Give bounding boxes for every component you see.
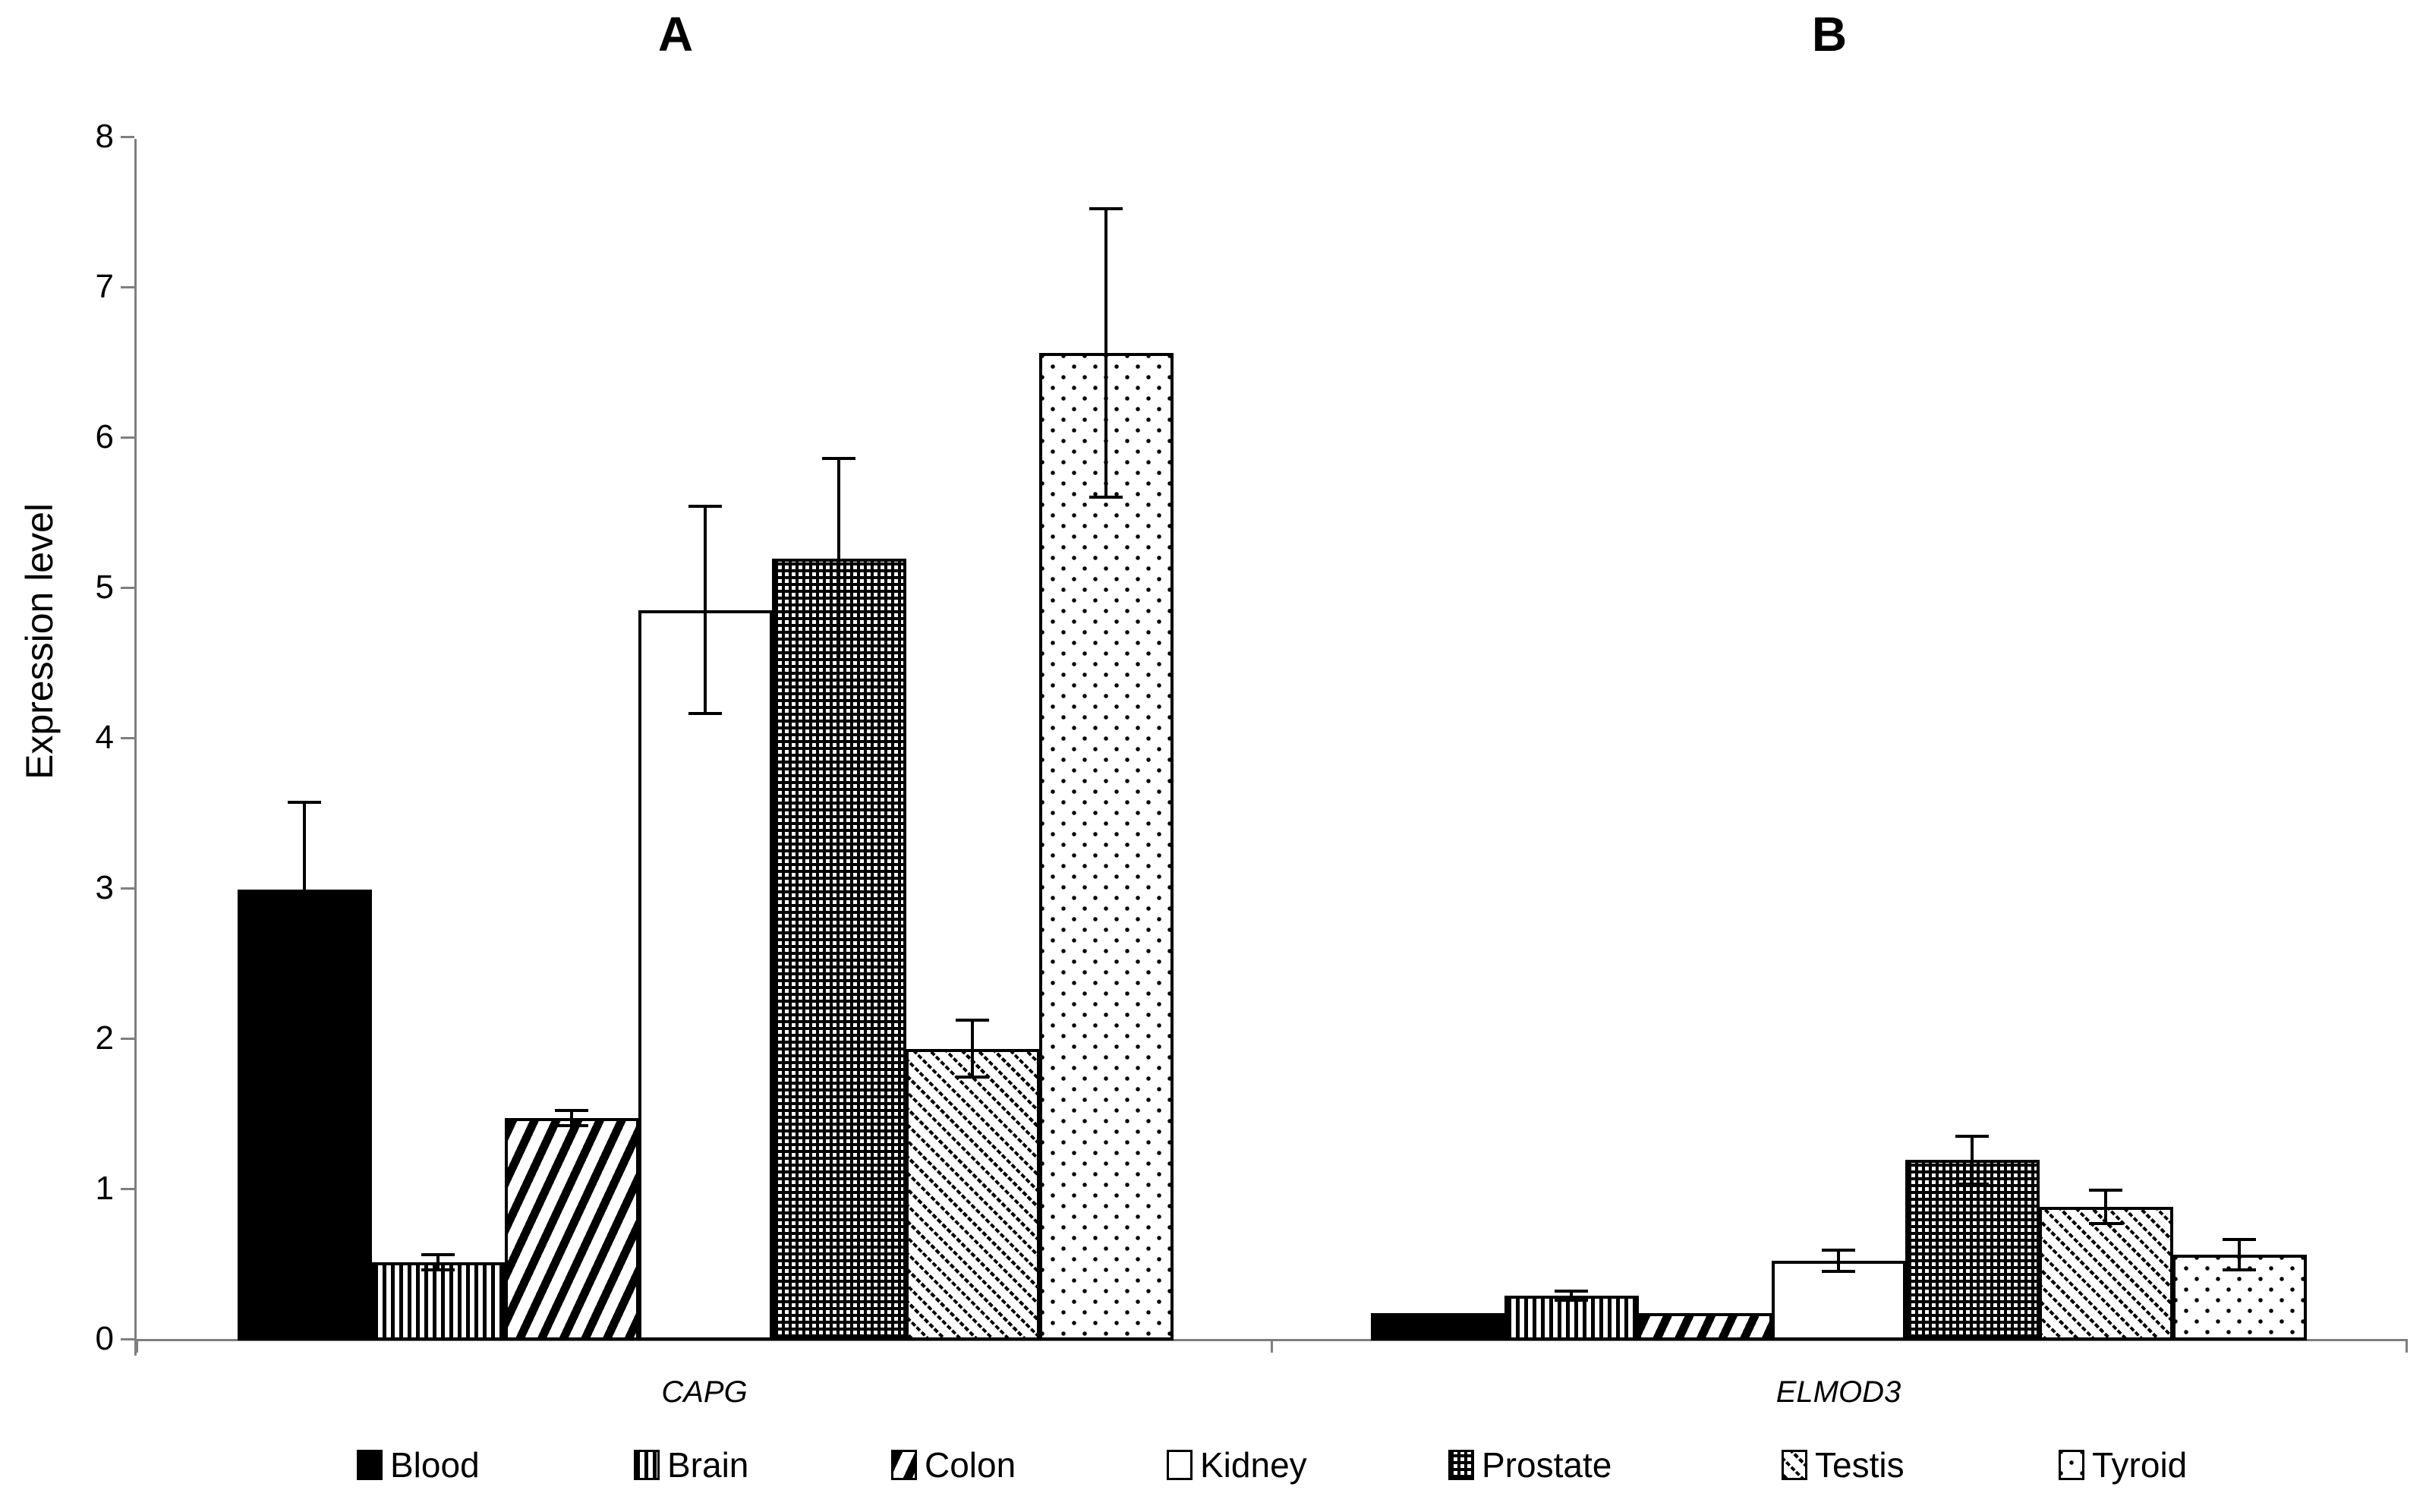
errorbar-tyroid-elmod3-cap-bottom [2223,1268,2256,1271]
errorbar-tyroid-capg [1104,209,1107,498]
legend-label: Testis [1815,1445,1905,1485]
bar-colon-capg [505,1117,639,1340]
legend-label: Brain [667,1445,749,1485]
errorbar-kidney-capg-cap-top [688,505,722,509]
errorbar-tyroid-elmod3 [2238,1240,2241,1270]
bar-colon-elmod3 [1638,1313,1772,1340]
errorbar-testis-capg-cap-top [956,1019,989,1022]
x-axis-line [134,1339,2406,1341]
legend-item-colon: Colon [891,1447,1016,1483]
errorbar-testis-elmod3-cap-bottom [2089,1221,2122,1225]
errorbar-tyroid-capg-cap-bottom [1089,496,1123,499]
bar-prostate-elmod3 [1905,1160,2040,1340]
x-tick [1271,1339,1273,1353]
y-tick-label: 0 [95,1320,114,1357]
y-tick-label: 6 [95,418,114,455]
bar-blood-elmod3 [1371,1313,1505,1340]
legend-item-prostate: Prostate [1448,1447,1612,1483]
dots-sparse-swatch-icon [2059,1450,2084,1480]
y-tick-label: 7 [95,268,114,305]
y-tick-label: 5 [95,569,114,606]
y-axis-title: Expression level [18,502,61,780]
panel-b-title: B [1811,7,1848,61]
y-tick [121,436,134,439]
y-tick-label: 3 [95,869,114,906]
errorbar-prostate-elmod3 [1971,1136,1974,1185]
errorbar-prostate-capg-cap-bottom [822,658,855,662]
legend-label: Kidney [1200,1445,1307,1485]
errorbar-kidney-capg [704,506,707,714]
errorbar-kidney-elmod3-cap-bottom [1822,1269,1855,1273]
errorbar-tyroid-elmod3-cap-top [2223,1238,2256,1242]
y-tick-label: 1 [95,1170,114,1207]
errorbar-brain-elmod3-cap-top [1555,1289,1588,1293]
x-tick [136,1339,138,1353]
legend-label: Blood [390,1445,480,1485]
x-tick [2406,1339,2408,1353]
errorbar-blood-capg [303,802,306,977]
errorbar-testis-elmod3 [2104,1189,2107,1224]
y-tick-label: 8 [95,118,114,155]
errorbar-brain-capg-cap-top [421,1253,455,1257]
errorbar-prostate-elmod3-cap-bottom [1955,1183,1989,1186]
errorbar-brain-elmod3-cap-bottom [1555,1298,1588,1302]
bar-prostate-capg [772,559,906,1340]
y-tick [121,1188,134,1190]
vertical-stripes-swatch-icon [634,1450,660,1480]
diagonal-back-dotted-swatch-icon [1782,1450,1807,1480]
errorbar-prostate-elmod3-cap-top [1955,1134,1989,1138]
legend-label: Prostate [1482,1445,1612,1485]
y-axis-line [134,139,137,1356]
errorbar-testis-capg [971,1020,974,1078]
panel-a-title: A [657,7,694,61]
errorbar-brain-capg [436,1255,440,1270]
diagonal-forward-swatch-icon [891,1450,917,1480]
errorbar-colon-capg-cap-top [555,1109,588,1113]
bar-brain-elmod3 [1504,1295,1639,1340]
legend-item-brain: Brain [634,1447,748,1483]
y-tick [121,1338,134,1340]
legend-label: Colon [925,1445,1016,1485]
bar-brain-capg [371,1262,506,1340]
y-tick-label: 4 [95,719,114,756]
errorbar-prostate-capg [837,458,840,660]
bar-testis-capg [906,1048,1040,1340]
bar-tyroid-capg [1039,353,1174,1340]
y-tick [121,887,134,890]
gene-label-elmod3: ELMOD3 [1775,1375,1901,1409]
errorbar-blood-capg-cap-top [288,801,321,805]
errorbar-kidney-elmod3 [1837,1250,1840,1271]
errorbar-brain-elmod3 [1570,1290,1573,1300]
y-tick [121,1038,134,1040]
errorbar-kidney-elmod3-cap-top [1822,1249,1855,1252]
errorbar-testis-elmod3-cap-top [2089,1188,2122,1192]
legend-item-tyroid: Tyroid [2059,1447,2187,1483]
bar-testis-elmod3 [2039,1206,2173,1340]
errorbar-colon-capg [570,1110,573,1126]
gene-label-capg: CAPG [661,1375,748,1409]
solid-black-swatch-icon [357,1450,383,1480]
y-tick-label: 2 [95,1019,114,1057]
y-tick [121,587,134,589]
legend-item-blood: Blood [357,1447,480,1483]
legend-label: Tyroid [2092,1445,2188,1485]
errorbar-prostate-capg-cap-top [822,456,855,460]
errorbar-kidney-capg-cap-bottom [688,712,722,716]
errorbar-tyroid-capg-cap-top [1089,207,1123,211]
checker-swatch-icon [1448,1450,1474,1480]
y-tick [121,286,134,288]
y-tick [121,136,134,138]
errorbar-testis-capg-cap-bottom [956,1076,989,1079]
white-swatch-icon [1167,1450,1193,1480]
bar-kidney-capg [638,610,773,1340]
errorbar-blood-capg-cap-bottom [288,975,321,978]
legend-item-testis: Testis [1782,1447,1905,1483]
legend-item-kidney: Kidney [1167,1447,1307,1483]
errorbar-brain-capg-cap-bottom [421,1268,455,1271]
errorbar-colon-capg-cap-bottom [555,1123,588,1127]
y-tick [121,737,134,739]
